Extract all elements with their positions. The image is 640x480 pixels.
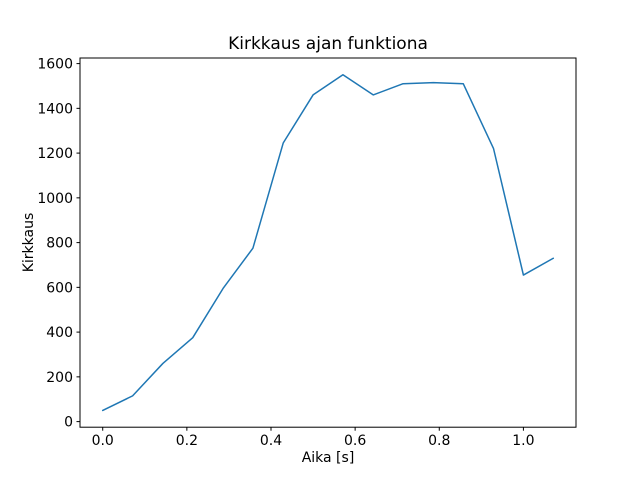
x-axis-label: Aika [s] [302,450,355,466]
x-tick-label: 0.2 [176,433,198,449]
x-tick-label: 0.0 [92,433,114,449]
y-tick-label: 1200 [37,146,73,162]
chart-title: Kirkkaus ajan funktiona [228,34,428,54]
y-tick-label: 400 [46,325,73,341]
y-tick-label: 1000 [37,191,73,207]
data-line [101,74,555,412]
x-tick-label: 0.4 [260,433,282,449]
y-tick-label: 600 [46,280,73,296]
x-tick-label: 0.8 [428,433,450,449]
y-tick-label: 1600 [37,57,73,73]
y-tick-label: 1400 [37,101,73,117]
x-tick-label: 1.0 [512,433,534,449]
y-tick-label: 200 [46,370,73,386]
x-tick-label: 0.6 [344,433,366,449]
axes-layer: 0.0 0.2 0.4 0.6 0.8 1.0 0 200 400 600 800 1000 1200 1… [37,57,577,449]
y-axis-label: Kirkkaus [21,213,37,273]
y-tick-label: 800 [46,236,73,252]
y-tick-label: 0 [64,415,73,431]
